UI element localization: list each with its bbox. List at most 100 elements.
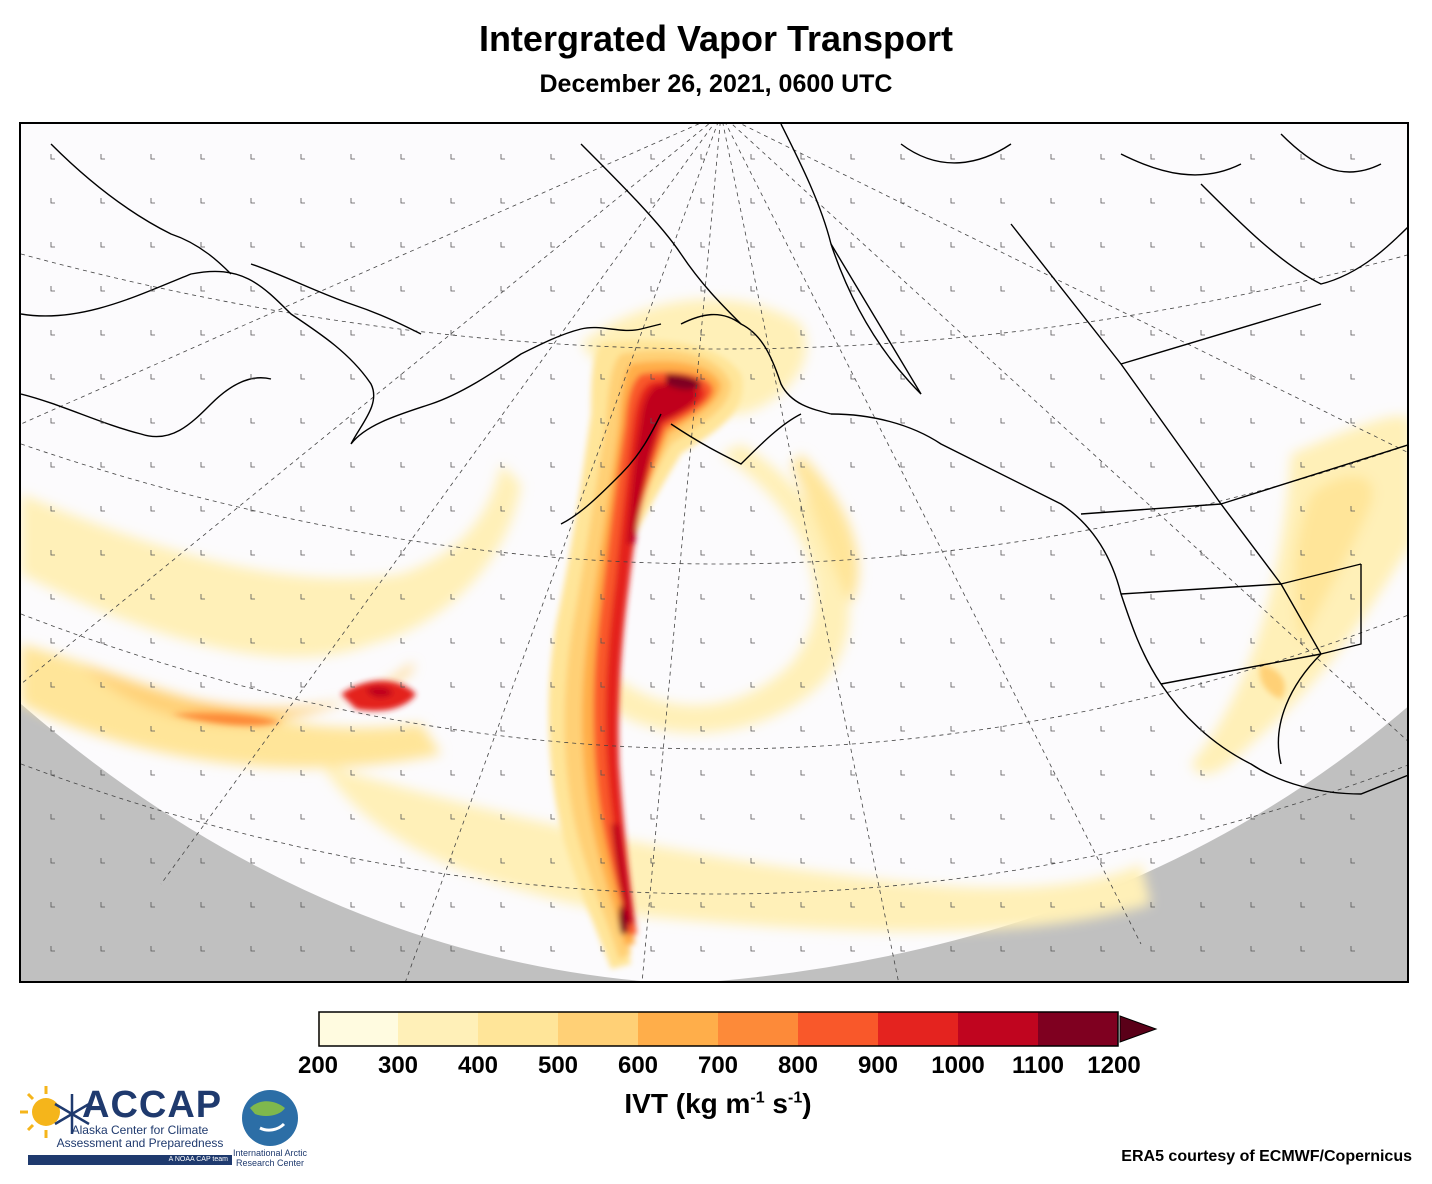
ivt-vector-arrow	[200, 638, 205, 644]
ivt-vector-arrow	[500, 154, 505, 160]
ivt-vector-arrow	[250, 286, 255, 292]
ivt-vector-arrow	[550, 242, 555, 248]
ivt-vector-arrow	[750, 858, 755, 864]
ivt-vector-arrow	[750, 638, 755, 644]
ivt-vector-arrow	[50, 638, 55, 644]
ivt-vector-arrow	[1050, 770, 1055, 776]
ivt-vector-arrow	[1050, 418, 1055, 424]
ivt-vector-arrow	[1250, 154, 1255, 160]
ivt-vector-arrow	[1300, 462, 1305, 468]
ivt-vector-arrow	[800, 550, 805, 556]
ivt-vector-arrow	[400, 374, 405, 380]
ivt-vector-arrow	[1100, 550, 1105, 556]
ivt-vector-arrow	[400, 462, 405, 468]
ivt-vector-arrow	[950, 946, 955, 952]
ivt-vector-arrow	[1050, 506, 1055, 512]
ivt-vector-arrow	[550, 330, 555, 336]
ivt-vector-arrow	[900, 330, 905, 336]
ivt-vector-arrow	[450, 506, 455, 512]
ivt-vector-arrow	[950, 902, 955, 908]
ivt-vector-arrow	[600, 374, 605, 380]
ivt-vector-arrow	[700, 682, 705, 688]
ivt-vector-arrow	[550, 374, 555, 380]
ivt-vector-arrow	[850, 418, 855, 424]
ivt-vector-arrow	[1050, 902, 1055, 908]
ivt-vector-arrow	[50, 550, 55, 556]
ivt-vector-arrow	[650, 506, 655, 512]
ivt-vector-arrow	[900, 858, 905, 864]
ivt-vector-arrow	[500, 638, 505, 644]
ivt-vector-arrow	[1000, 902, 1005, 908]
colorbar-bin	[798, 1012, 878, 1046]
ivt-vector-arrow	[150, 726, 155, 732]
ivt-vector-arrow	[1050, 154, 1055, 160]
ivt-vector-arrow	[600, 242, 605, 248]
ivt-vector-arrow	[1350, 638, 1355, 644]
ivt-vector-arrow	[250, 330, 255, 336]
ivt-vector-arrow	[1150, 682, 1155, 688]
ivt-vector-arrow	[500, 946, 505, 952]
colorbar-border	[318, 1011, 1119, 1047]
ivt-vector-arrow	[100, 770, 105, 776]
ivt-vector-arrow	[300, 814, 305, 820]
ivt-vector-arrow	[750, 770, 755, 776]
ivt-vector-arrow	[450, 242, 455, 248]
ivt-vector-arrow	[450, 858, 455, 864]
ivt-vector-arrow	[300, 462, 305, 468]
colorbar-tick: 700	[697, 1052, 739, 1079]
ivt-vector-arrow	[300, 682, 305, 688]
ivt-vector-arrow	[1300, 902, 1305, 908]
ivt-vector-arrow	[700, 198, 705, 204]
ivt-vector-arrow	[1000, 726, 1005, 732]
ivt-vector-arrow	[1150, 726, 1155, 732]
ivt-vector-arrow	[450, 902, 455, 908]
ivt-vector-arrow	[400, 286, 405, 292]
ivt-vector-arrow	[650, 374, 655, 380]
ivt-vector-arrow	[1250, 858, 1255, 864]
ivt-vector-arrow	[400, 858, 405, 864]
ivt-vector-arrow	[750, 198, 755, 204]
ivt-vector-arrow	[750, 154, 755, 160]
ivt-vector-arrow	[550, 946, 555, 952]
ivt-vector-arrow	[1250, 770, 1255, 776]
ivt-vector-arrow	[850, 330, 855, 336]
ivt-vector-arrow	[500, 286, 505, 292]
ivt-vector-arrow	[100, 726, 105, 732]
colorbar-tick: 1200	[1087, 1052, 1141, 1079]
ivt-vector-arrow	[1350, 374, 1355, 380]
ivt-vector-arrow	[1150, 154, 1155, 160]
ivt-vector-arrow	[250, 814, 255, 820]
ivt-vector-arrow	[1150, 418, 1155, 424]
ivt-vector-arrow	[500, 198, 505, 204]
ivt-vector-arrow	[850, 858, 855, 864]
ivt-vector-arrow	[350, 682, 355, 688]
ivt-vector-arrow	[200, 946, 205, 952]
ivt-vector-arrow	[550, 814, 555, 820]
ivt-vector-arrow	[500, 902, 505, 908]
ivt-vector-arrow	[1350, 286, 1355, 292]
ivt-vector-arrow	[400, 902, 405, 908]
ivt-vector-arrow	[600, 418, 605, 424]
ivt-vector-arrow	[700, 638, 705, 644]
ivt-vector-arrow	[100, 374, 105, 380]
ivt-vector-arrow	[800, 154, 805, 160]
ivt-vector-arrow	[150, 594, 155, 600]
ivt-vector-arrow	[200, 462, 205, 468]
ivt-vector-arrow	[50, 858, 55, 864]
colorbar-tick: 900	[857, 1052, 899, 1079]
ivt-vector-arrow	[1050, 198, 1055, 204]
data-credit: ERA5 courtesy of ECMWF/Copernicus	[1121, 1148, 1412, 1165]
ivt-vector-arrow	[1250, 286, 1255, 292]
ivt-vector-arrow	[450, 550, 455, 556]
ivt-vector-arrow	[600, 550, 605, 556]
colorbar	[318, 1011, 1158, 1047]
ivt-vector-arrow	[1100, 374, 1105, 380]
ivt-vector-arrow	[450, 374, 455, 380]
ivt-vector-arrow	[100, 506, 105, 512]
ivt-vector-arrow	[600, 154, 605, 160]
ivt-vector-arrow	[200, 550, 205, 556]
ivt-vector-arrow	[1100, 726, 1105, 732]
ivt-vector-arrow	[650, 726, 655, 732]
ivt-vector-arrow	[1200, 374, 1205, 380]
ivt-vector-arrow	[400, 418, 405, 424]
